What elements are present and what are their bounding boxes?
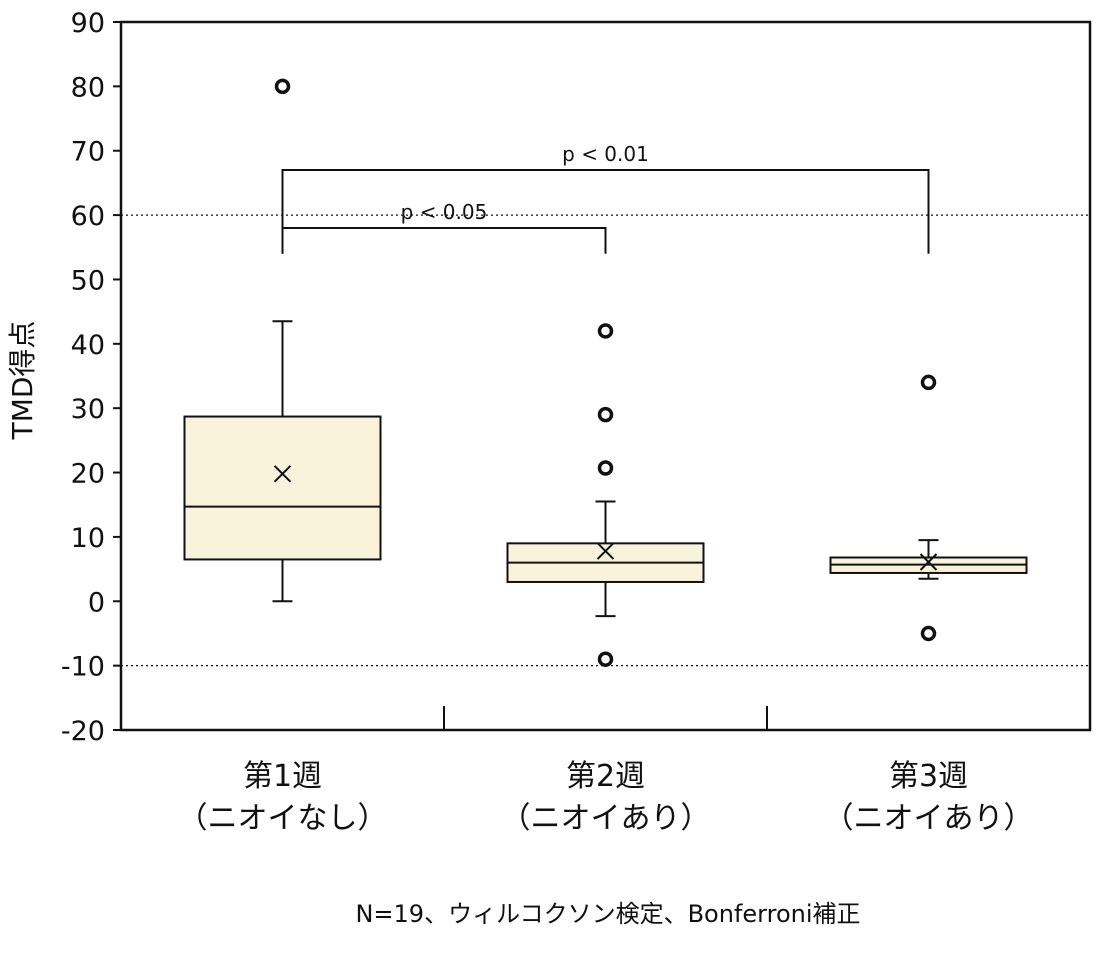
- outlier-point: [597, 460, 614, 476]
- category-sublabel: （ニオイあり）: [824, 801, 1034, 836]
- significance-label: p < 0.01: [562, 142, 649, 166]
- iqr-box: [183, 415, 382, 561]
- outlier-point: [597, 406, 614, 423]
- significance-label: p < 0.05: [401, 200, 488, 224]
- label-layer: 90 80 70 60 50 40 30 20 10 0 -10 -20 第1週 （ニオイなし） 第2週 （ニ…: [61, 8, 1034, 836]
- category-label: 第2週: [566, 759, 645, 794]
- y-tick-label: 60: [71, 201, 105, 232]
- y-tick-label: -20: [61, 716, 105, 747]
- y-axis-label: TMD得点: [6, 321, 39, 441]
- y-tick-label: 0: [88, 587, 105, 618]
- plot-frame: [119, 20, 1092, 732]
- significance-bracket: [281, 169, 930, 254]
- mean-marker: [919, 553, 938, 571]
- y-tick-label: 20: [71, 459, 105, 490]
- outlier-point: [274, 78, 291, 95]
- significance-layer: p < 0.05 p < 0.01: [281, 142, 930, 254]
- outlier-point: [597, 651, 614, 667]
- axis-layer: [113, 20, 1092, 732]
- category-label: 第1週: [243, 759, 322, 794]
- outlier-point: [920, 374, 937, 391]
- y-tick-label: 70: [71, 137, 105, 168]
- outlier-point: [920, 625, 937, 642]
- outlier-point: [597, 323, 614, 339]
- y-tick-label: -10: [61, 652, 105, 683]
- category-sublabel: （ニオイなし）: [178, 801, 388, 836]
- mean-marker: [273, 465, 292, 483]
- mean-marker: [596, 542, 615, 560]
- y-tick-label: 50: [71, 265, 105, 296]
- category-label: 第3週: [889, 759, 968, 794]
- y-tick-label: 30: [71, 394, 105, 425]
- footnote: N=19、ウィルコクソン検定、Bonferroni補正: [355, 900, 860, 928]
- y-tick-label: 80: [71, 72, 105, 103]
- category-sublabel: （ニオイあり）: [501, 801, 711, 836]
- y-tick-label: 10: [71, 523, 105, 554]
- y-tick-label: 90: [71, 8, 105, 39]
- box-layer: [183, 78, 1028, 667]
- significance-bracket: [281, 226, 607, 254]
- y-tick-label: 40: [71, 330, 105, 361]
